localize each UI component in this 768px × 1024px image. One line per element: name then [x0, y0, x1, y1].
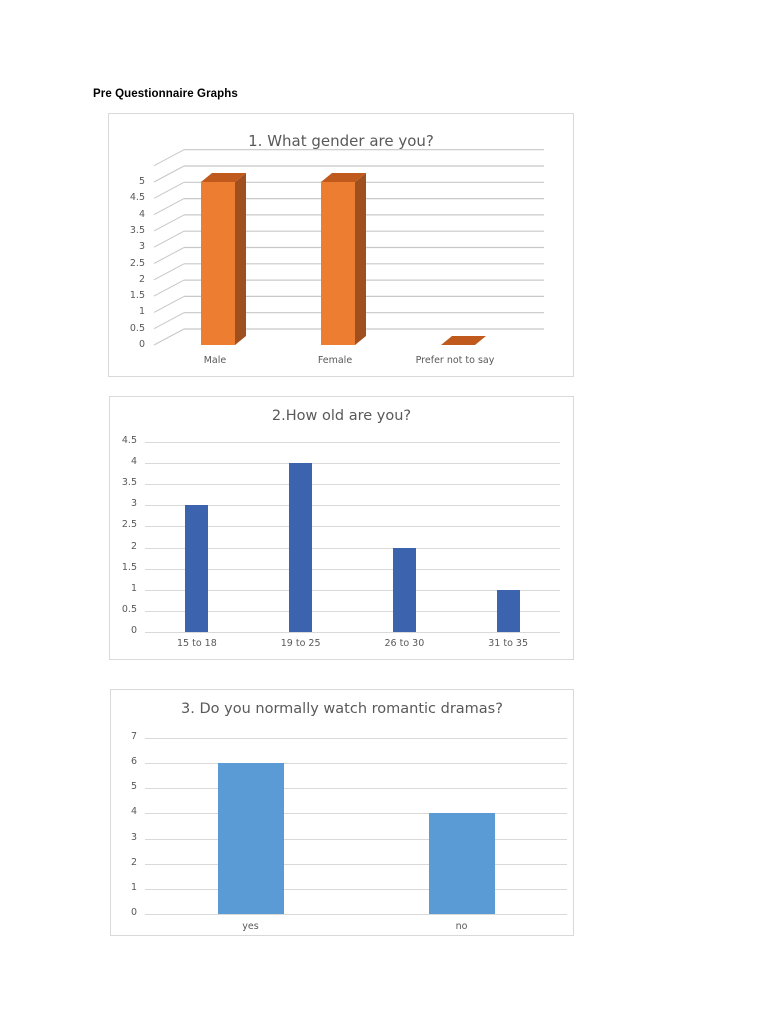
- y-axis-tick: 1: [130, 582, 137, 594]
- gridline: [145, 813, 567, 814]
- y-axis-tick: 1.5: [121, 561, 137, 573]
- age-chart: 2.How old are you? 0 0.5 1 1.5 2 2.5 3 3.5 4 4.5 1…: [109, 396, 574, 660]
- y-axis-tick: 2: [138, 273, 145, 285]
- gridline: [145, 442, 560, 443]
- y-axis-tick: 3.5: [129, 224, 145, 236]
- x-axis-label: 19 to 25: [280, 638, 321, 649]
- y-axis-tick: 4: [130, 806, 137, 818]
- gridline: [145, 463, 560, 464]
- x-axis-label: no: [455, 921, 468, 932]
- gridline: [145, 763, 567, 764]
- bar-no: [428, 813, 495, 914]
- y-axis-tick: 0: [130, 625, 137, 636]
- gridline: [145, 611, 560, 612]
- y-axis-tick: 5: [130, 781, 137, 793]
- bar-male: [201, 173, 246, 345]
- y-axis-tick: 0: [130, 907, 137, 918]
- gridline: [145, 526, 560, 527]
- gridline: [145, 788, 567, 789]
- x-axis-label: 26 to 30: [384, 638, 425, 649]
- gridline: [145, 738, 567, 739]
- y-axis-tick: 3.5: [121, 477, 137, 489]
- gridline: [145, 839, 567, 840]
- x-axis-label: Female: [317, 355, 353, 366]
- bar-15-to-18: [185, 505, 209, 632]
- gridline: [145, 484, 560, 485]
- bar-prefer-not-to-say: [441, 336, 486, 345]
- y-axis-tick: 2.5: [121, 519, 137, 531]
- gridline: [145, 590, 560, 591]
- y-axis-tick: 2: [130, 856, 137, 868]
- y-axis-tick: 2: [130, 540, 137, 552]
- x-axis-label: Male: [203, 355, 227, 366]
- y-axis-tick: 4.5: [121, 435, 137, 446]
- y-axis-tick: 0.5: [121, 603, 137, 615]
- y-axis-tick: 4.5: [129, 192, 145, 204]
- gridline: [145, 569, 560, 570]
- y-axis-tick: 4: [130, 456, 137, 468]
- y-axis-tick: 3: [130, 498, 137, 510]
- bar-31-to-35: [496, 589, 520, 632]
- gridline: [145, 914, 567, 915]
- gridline: [145, 505, 560, 506]
- y-axis-tick: 7: [130, 731, 137, 742]
- romantic-dramas-chart: 3. Do you normally watch romantic dramas…: [110, 689, 574, 936]
- x-axis-label: yes: [242, 921, 259, 932]
- x-axis-label: Prefer not to say: [415, 355, 495, 366]
- gridline: [145, 864, 567, 865]
- bar-yes: [217, 763, 284, 914]
- x-axis-label: 15 to 18: [176, 638, 217, 649]
- bar-26-to-30: [392, 547, 416, 632]
- x-axis-label: 31 to 35: [488, 638, 528, 649]
- chart-title: 3. Do you normally watch romantic dramas…: [181, 701, 503, 717]
- bar-female: [321, 173, 366, 345]
- chart-title: 1. What gender are you?: [248, 132, 434, 150]
- y-axis-tick: 1: [138, 306, 145, 318]
- y-axis-tick: 3: [130, 831, 137, 843]
- y-axis-tick: 0.5: [129, 322, 145, 334]
- y-axis-tick: 5: [138, 176, 145, 187]
- bar-19-to-25: [289, 463, 313, 632]
- y-axis-tick: 1.5: [129, 290, 145, 302]
- y-axis-tick: 4: [138, 208, 145, 220]
- y-axis-tick: 6: [130, 756, 137, 768]
- gridline: [145, 889, 567, 890]
- gridline: [145, 548, 560, 549]
- gender-chart-plot: [153, 149, 544, 346]
- gridline: [145, 632, 560, 633]
- y-axis-tick: 3: [138, 241, 145, 253]
- y-axis-tick: 1: [130, 881, 137, 893]
- y-axis-tick: 0: [138, 339, 145, 350]
- y-axis-tick: 2.5: [129, 257, 145, 269]
- chart-title: 2.How old are you?: [271, 408, 412, 424]
- gender-chart: 1. What gender are you? 0 0.5 1 1.5 2 2.5 3 3.5…: [108, 113, 574, 377]
- page-heading: Pre Questionnaire Graphs: [93, 88, 238, 100]
